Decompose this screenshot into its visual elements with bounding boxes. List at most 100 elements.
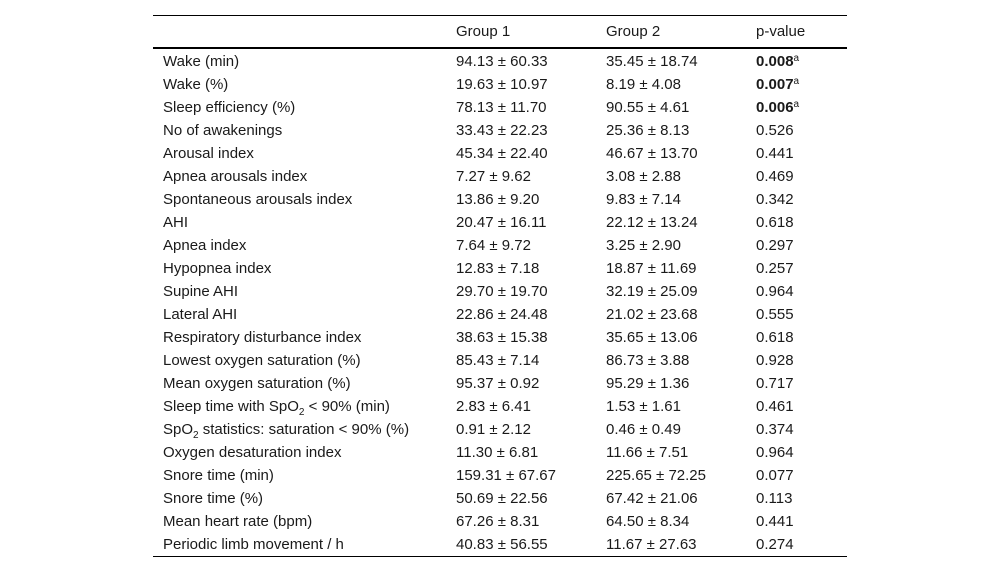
p-value: 0.113 xyxy=(756,487,847,510)
header-p-value: p-value xyxy=(756,23,806,40)
table-row: Mean heart rate (bpm) 67.26 ± 8.31 64.50 ±… xyxy=(153,510,847,533)
group-1-value: 45.34 ± 22.40 xyxy=(456,145,548,162)
p-value: 0.342 xyxy=(756,188,847,211)
group-2-value: 9.83 ± 7.14 xyxy=(606,191,681,208)
group-1-value: 38.63 ± 15.38 xyxy=(456,329,548,346)
p-value-number: 0.006 xyxy=(756,99,794,116)
group-2-value: 46.67 ± 13.70 xyxy=(606,145,698,162)
significance-marker: a xyxy=(793,53,800,64)
p-value: 0.618 xyxy=(756,326,847,349)
table-row: Spontaneous arousals index 13.86 ± 9.20 9.… xyxy=(153,188,847,211)
p-value: 0.007a xyxy=(756,73,847,96)
table-row: Snore time (min) 159.31 ± 67.67 225.65 ± 7… xyxy=(153,464,847,487)
group-2-value: 95.29 ± 1.36 xyxy=(606,375,690,392)
p-value-number: 0.964 xyxy=(756,444,794,461)
p-value: 0.441 xyxy=(756,510,847,533)
group-1-value: 7.64 ± 9.72 xyxy=(456,237,531,254)
row-label-text: statistics: saturation < 90% (%) xyxy=(198,421,410,438)
row-label: Oxygen desaturation index xyxy=(163,444,342,461)
table-row: Hypopnea index 12.83 ± 7.18 18.87 ± 11.69 0… xyxy=(153,257,847,280)
p-value: 0.006a xyxy=(756,96,847,119)
p-value-number: 0.113 xyxy=(756,490,793,507)
row-label: Snore time (%) xyxy=(163,490,264,507)
row-label-subscript: 2 xyxy=(298,407,305,418)
group-1-value: 19.63 ± 10.97 xyxy=(456,76,548,93)
group-1-value: 85.43 ± 7.14 xyxy=(456,352,540,369)
row-label: Spontaneous arousals index xyxy=(163,191,353,208)
row-label-text: SpO xyxy=(163,421,194,438)
row-label: Apnea index xyxy=(163,237,247,254)
row-label: Arousal index xyxy=(163,145,254,162)
p-value: 0.297 xyxy=(756,234,847,257)
group-1-value: 0.91 ± 2.12 xyxy=(456,421,531,438)
p-value: 0.555 xyxy=(756,303,847,326)
row-label-text: < 90% (min) xyxy=(304,398,390,415)
p-value-number: 0.008 xyxy=(756,53,794,70)
table-row: No of awakenings 33.43 ± 22.23 25.36 ± 8.1… xyxy=(153,119,847,142)
p-value-number: 0.618 xyxy=(756,329,794,346)
group-1-value: 94.13 ± 60.33 xyxy=(456,53,548,70)
results-table: Group 1 Group 2 p-value Wake (min) 94.13 … xyxy=(153,15,847,557)
group-1-value: 11.30 ± 6.81 xyxy=(456,444,539,461)
header-group-1: Group 1 xyxy=(456,23,511,40)
p-value: 0.717 xyxy=(756,372,847,395)
group-1-value: 67.26 ± 8.31 xyxy=(456,513,540,530)
group-1-value: 50.69 ± 22.56 xyxy=(456,490,548,507)
group-2-value: 86.73 ± 3.88 xyxy=(606,352,690,369)
p-value-number: 0.441 xyxy=(756,145,794,162)
p-value: 0.008a xyxy=(756,48,847,73)
table-row: Lateral AHI 22.86 ± 24.48 21.02 ± 23.68 0.5… xyxy=(153,303,847,326)
table-row: Wake (%) 19.63 ± 10.97 8.19 ± 4.08 0.007a xyxy=(153,73,847,96)
group-2-value: 21.02 ± 23.68 xyxy=(606,306,698,323)
group-2-value: 35.45 ± 18.74 xyxy=(606,53,698,70)
table-row: Snore time (%) 50.69 ± 22.56 67.42 ± 21.06… xyxy=(153,487,847,510)
group-1-value: 7.27 ± 9.62 xyxy=(456,168,531,185)
p-value-number: 0.461 xyxy=(756,398,794,415)
p-value: 0.928 xyxy=(756,349,847,372)
group-2-value: 11.67 ± 27.63 xyxy=(606,536,697,553)
p-value: 0.374 xyxy=(756,418,847,441)
group-2-value: 67.42 ± 21.06 xyxy=(606,490,698,507)
group-2-value: 8.19 ± 4.08 xyxy=(606,76,681,93)
table-row: Respiratory disturbance index 38.63 ± 15.… xyxy=(153,326,847,349)
table-row: Mean oxygen saturation (%) 95.37 ± 0.92 95… xyxy=(153,372,847,395)
group-1-value: 40.83 ± 56.55 xyxy=(456,536,548,553)
group-1-value: 2.83 ± 6.41 xyxy=(456,398,531,415)
p-value: 0.526 xyxy=(756,119,847,142)
p-value-number: 0.257 xyxy=(756,260,794,277)
results-table-container: Group 1 Group 2 p-value Wake (min) 94.13 … xyxy=(153,15,847,557)
group-1-value: 12.83 ± 7.18 xyxy=(456,260,540,277)
table-row: Periodic limb movement / h 40.83 ± 56.55 1… xyxy=(153,533,847,557)
table-row: Lowest oxygen saturation (%) 85.43 ± 7.14… xyxy=(153,349,847,372)
table-body: Wake (min) 94.13 ± 60.33 35.45 ± 18.74 0.00… xyxy=(153,48,847,557)
group-2-value: 0.46 ± 0.49 xyxy=(606,421,681,438)
table-row: Oxygen desaturation index 11.30 ± 6.81 11.… xyxy=(153,441,847,464)
header-variable xyxy=(153,16,456,49)
group-2-value: 225.65 ± 72.25 xyxy=(606,467,706,484)
row-label: Lowest oxygen saturation (%) xyxy=(163,352,361,369)
row-label: Respiratory disturbance index xyxy=(163,329,362,346)
p-value-number: 0.526 xyxy=(756,122,794,139)
p-value: 0.618 xyxy=(756,211,847,234)
row-label: Supine AHI xyxy=(163,283,239,300)
group-2-value: 11.66 ± 7.51 xyxy=(606,444,689,461)
row-label: Sleep efficiency (%) xyxy=(163,99,296,116)
group-1-value: 22.86 ± 24.48 xyxy=(456,306,548,323)
p-value: 0.274 xyxy=(756,533,847,557)
row-label: Hypopnea index xyxy=(163,260,272,277)
p-value: 0.461 xyxy=(756,395,847,418)
group-1-value: 20.47 ± 16.11 xyxy=(456,214,547,231)
group-2-value: 35.65 ± 13.06 xyxy=(606,329,698,346)
p-value-number: 0.342 xyxy=(756,191,794,208)
table-row: Sleep time with SpO2 < 90% (min) 2.83 ± 6… xyxy=(153,395,847,418)
p-value-number: 0.964 xyxy=(756,283,794,300)
row-label: Wake (min) xyxy=(163,53,240,70)
group-2-value: 18.87 ± 11.69 xyxy=(606,260,697,277)
row-label: Snore time (min) xyxy=(163,467,274,484)
group-1-value: 29.70 ± 19.70 xyxy=(456,283,548,300)
p-value-number: 0.555 xyxy=(756,306,794,323)
p-value-number: 0.374 xyxy=(756,421,794,438)
significance-marker: a xyxy=(793,76,800,87)
p-value-number: 0.007 xyxy=(756,76,794,93)
group-1-value: 78.13 ± 11.70 xyxy=(456,99,547,116)
